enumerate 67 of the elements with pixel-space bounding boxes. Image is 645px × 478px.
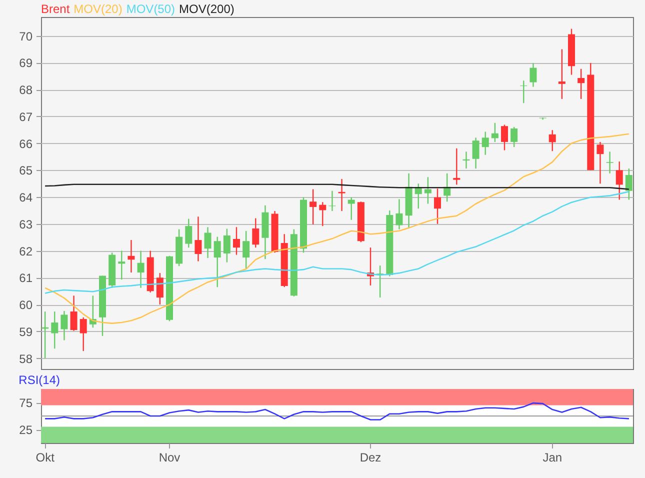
candlestick: [482, 131, 489, 156]
candlestick: [194, 216, 202, 262]
candlestick: [310, 188, 317, 226]
candlestick: [472, 137, 480, 170]
candlestick: [616, 160, 623, 200]
candlestick: [453, 148, 460, 186]
candlestick: [424, 176, 432, 204]
candlestick: [606, 151, 614, 174]
candlestick: [338, 178, 346, 212]
candlestick: [185, 218, 192, 248]
candlestick: [319, 202, 326, 227]
x-tick-label: Jan: [542, 450, 562, 464]
candlestick: [348, 196, 355, 220]
candlestick: [137, 250, 144, 288]
candlestick: [625, 168, 632, 200]
candlestick: [156, 272, 164, 306]
x-tick-label: Dez: [360, 450, 382, 464]
text: MOV(20): [74, 2, 122, 16]
candlestick: [462, 151, 470, 170]
y-tick-label: 69: [19, 56, 33, 70]
line-series: [44, 402, 630, 420]
y-tick-label: 68: [19, 83, 33, 98]
candlestick: [51, 310, 58, 350]
candlestick: [80, 316, 87, 352]
y-tick-label: 62: [19, 244, 33, 258]
candlestick: [530, 62, 537, 88]
y-tick-label: 25: [19, 423, 33, 437]
candlestick: [233, 226, 240, 256]
candlestick: [252, 218, 260, 248]
y-tick-label: 66: [19, 136, 33, 151]
y-tick-label: 67: [19, 110, 33, 124]
y-tick-label: 59: [19, 324, 33, 339]
candlestick: [60, 310, 68, 341]
text: MOV(200): [179, 2, 234, 16]
candlestick: [128, 239, 135, 274]
text: MOV(50): [126, 2, 176, 16]
y-tick-label: 64: [19, 190, 33, 205]
y-tick-label: 63: [19, 217, 33, 232]
candlestick: [578, 68, 585, 100]
candlestick: [596, 141, 604, 184]
candlestick: [520, 80, 528, 104]
y-tick-label: 60: [19, 298, 33, 312]
text: Brent: [41, 2, 70, 16]
x-tick-label: Nov: [158, 450, 180, 464]
candlestick: [501, 124, 508, 151]
chart-title: RSI(14): [18, 373, 60, 387]
candlestick: [558, 48, 566, 100]
y-tick-label: 70: [19, 29, 33, 44]
candlestick: [223, 228, 230, 263]
candlestick: [510, 126, 518, 148]
x-tick-label: Okt: [36, 450, 56, 464]
y-tick-label: 58: [19, 352, 33, 366]
candlestick: [396, 198, 403, 230]
candlestick: [242, 230, 250, 270]
candlestick: [328, 190, 336, 212]
y-tick-label: 75: [19, 396, 33, 410]
candlestick: [70, 295, 78, 332]
y-tick-label: 61: [19, 271, 33, 286]
candlestick: [548, 130, 556, 152]
candlestick: [434, 188, 441, 224]
candlestick: [539, 116, 546, 120]
candlestick: [118, 250, 126, 280]
y-tick-label: 65: [19, 164, 33, 178]
candlestick: [214, 236, 221, 288]
line-series: [44, 133, 630, 324]
candlestick: [491, 122, 498, 143]
candlestick: [204, 226, 212, 259]
